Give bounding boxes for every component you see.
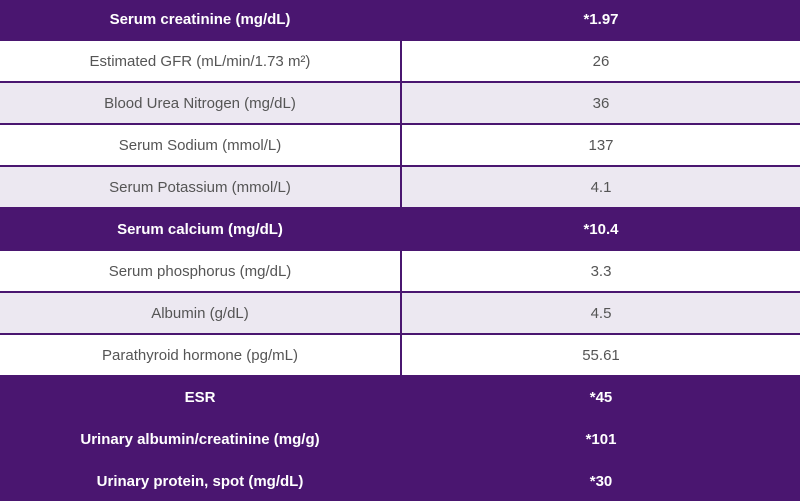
table-row: Serum creatinine (mg/dL) *1.97: [0, 0, 800, 41]
table-row: Serum phosphorus (mg/dL) 3.3: [0, 249, 800, 293]
table-row: Albumin (g/dL) 4.5: [0, 291, 800, 335]
test-value-cell: 55.61: [400, 333, 800, 377]
table-row: Serum Sodium (mmol/L) 137: [0, 123, 800, 167]
test-value-cell: 4.5: [400, 291, 800, 335]
test-value-cell: 36: [400, 81, 800, 125]
test-value-cell: 137: [400, 123, 800, 167]
test-value-cell: *1.97: [400, 0, 800, 41]
table-row: Blood Urea Nitrogen (mg/dL) 36: [0, 81, 800, 125]
test-value-cell: 26: [400, 39, 800, 83]
table-row: Parathyroid hormone (pg/mL) 55.61: [0, 333, 800, 377]
test-name-cell: ESR: [0, 375, 402, 419]
test-name-cell: Serum Sodium (mmol/L): [0, 123, 402, 167]
test-name-cell: Urinary albumin/creatinine (mg/g): [0, 417, 402, 461]
table-row: Urinary albumin/creatinine (mg/g) *101: [0, 417, 800, 461]
test-value-cell: *10.4: [400, 207, 800, 251]
test-name-cell: Blood Urea Nitrogen (mg/dL): [0, 81, 402, 125]
table-row: Serum Potassium (mmol/L) 4.1: [0, 165, 800, 209]
test-name-cell: Albumin (g/dL): [0, 291, 402, 335]
test-name-cell: Estimated GFR (mL/min/1.73 m²): [0, 39, 402, 83]
test-name-cell: Serum creatinine (mg/dL): [0, 0, 402, 41]
test-name-cell: Serum Potassium (mmol/L): [0, 165, 402, 209]
test-value-cell: *45: [400, 375, 800, 419]
test-name-cell: Serum phosphorus (mg/dL): [0, 249, 402, 293]
table-row: ESR *45: [0, 375, 800, 419]
test-name-cell: Parathyroid hormone (pg/mL): [0, 333, 402, 377]
test-value-cell: 4.1: [400, 165, 800, 209]
test-value-cell: 3.3: [400, 249, 800, 293]
table-row: Serum calcium (mg/dL) *10.4: [0, 207, 800, 251]
test-value-cell: *101: [400, 417, 800, 461]
table-row: Estimated GFR (mL/min/1.73 m²) 26: [0, 39, 800, 83]
test-name-cell: Serum calcium (mg/dL): [0, 207, 402, 251]
